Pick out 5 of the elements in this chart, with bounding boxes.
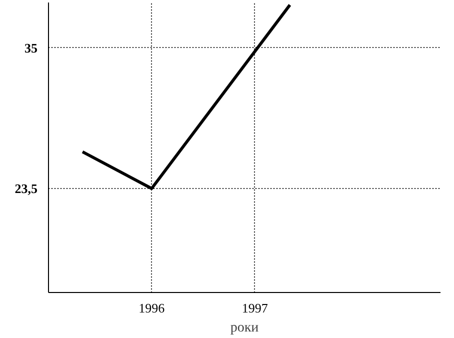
x-tick-label: 1996 bbox=[138, 300, 166, 316]
x-tick-label: 1997 bbox=[242, 300, 268, 316]
x-axis-title: роки bbox=[230, 320, 260, 336]
y-tick-label: 23,5 bbox=[14, 180, 38, 196]
y-tick-label: 35 bbox=[24, 40, 38, 56]
